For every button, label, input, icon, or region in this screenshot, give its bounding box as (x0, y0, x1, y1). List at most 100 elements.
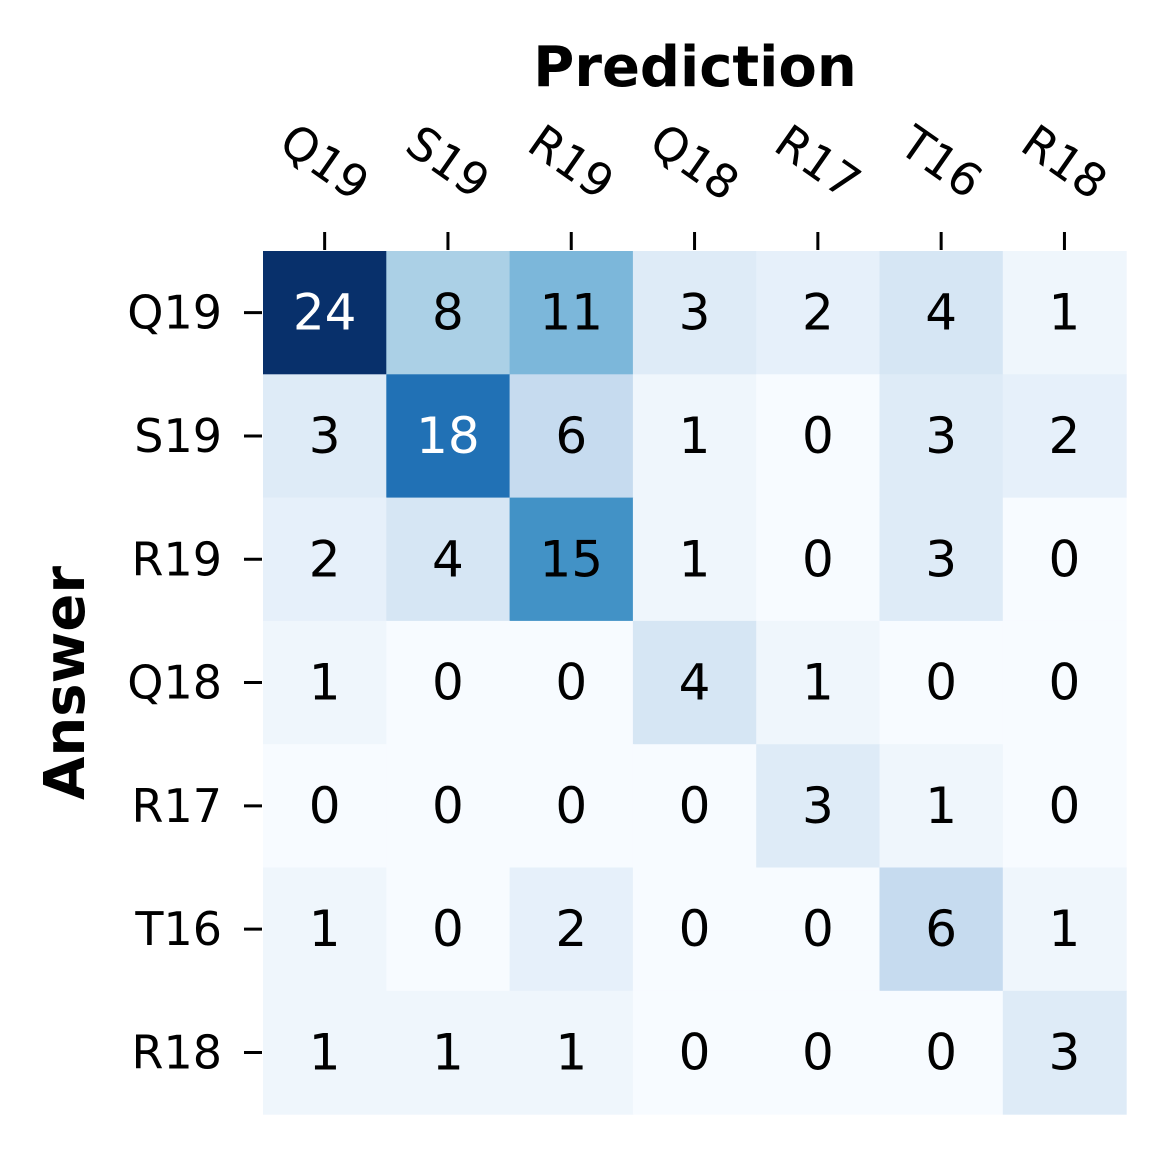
heatmap-cell-r18-t16 (879, 990, 1004, 1115)
heatmap-cell-r18-r18 (1002, 990, 1127, 1115)
y-tick-label-t16: T16 (134, 902, 222, 956)
cell-value-q19-q19: 24 (293, 284, 357, 342)
cell-value-q19-q18: 3 (679, 284, 711, 342)
x-tick-label-r19: R19 (519, 114, 624, 210)
heatmap-cell-r19-q19 (263, 497, 387, 622)
heatmap-cell-s19-r17 (756, 374, 881, 499)
cell-value-t16-r17: 0 (802, 900, 834, 958)
x-axis-title: Prediction (533, 35, 856, 100)
heatmap-cells (263, 251, 1127, 1115)
cell-value-q18-s19: 0 (432, 654, 464, 712)
heatmap-cell-q18-r17 (756, 620, 881, 745)
cell-value-r17-t16: 1 (925, 777, 957, 835)
heatmap-cell-q18-r18 (1002, 620, 1127, 745)
cell-value-q19-s19: 8 (432, 284, 464, 342)
heatmap-cell-r17-s19 (386, 744, 511, 869)
cell-value-t16-r19: 2 (555, 900, 587, 958)
heatmap-cell-q18-q18 (632, 620, 757, 745)
heatmap-cell-t16-s19 (386, 867, 511, 992)
heatmap-cell-r19-r19 (509, 497, 634, 622)
cell-value-r19-r19: 15 (539, 530, 603, 588)
heatmap-cell-t16-t16 (879, 867, 1004, 992)
heatmap-cell-s19-r19 (509, 374, 634, 499)
heatmap-cell-q19-r17 (756, 251, 881, 375)
x-axis-ticks: Q19 S19 R19 Q18 R17 T16 R18 (270, 113, 1117, 250)
cell-value-r18-q19: 1 (309, 1023, 341, 1081)
cell-value-q18-r18: 0 (1049, 654, 1081, 712)
heatmap-cell-q19-s19 (386, 251, 511, 375)
cell-value-r19-s19: 4 (432, 530, 464, 588)
heatmap-cell-r19-q18 (632, 497, 757, 622)
cell-value-t16-q18: 0 (679, 900, 711, 958)
heatmap-cell-s19-t16 (879, 374, 1004, 499)
cell-value-s19-t16: 3 (925, 407, 957, 465)
cell-value-labels: 24 8 11 3 2 4 13 18 6 1 0 3 22 4 15 1 0 3 01 0 0 4 1 0 00 0 0 0 3 1 01… (293, 284, 1081, 1082)
heatmap-cell-t16-q18 (632, 867, 757, 992)
y-tick-label-r18: R18 (132, 1025, 223, 1079)
heatmap-cell-r17-q18 (632, 744, 757, 869)
cell-value-r18-r19: 1 (555, 1023, 587, 1081)
cell-value-s19-s19: 18 (416, 407, 480, 465)
cell-value-r17-s19: 0 (432, 777, 464, 835)
x-tick-label-r17: R17 (765, 114, 870, 210)
cell-value-r17-q18: 0 (679, 777, 711, 835)
heatmap-cell-r18-r17 (756, 990, 881, 1115)
cell-value-q19-r17: 2 (802, 284, 834, 342)
cell-value-r19-r17: 0 (802, 530, 834, 588)
x-tick-label-s19: S19 (397, 115, 500, 210)
heatmap-cell-q18-t16 (879, 620, 1004, 745)
cell-value-q18-q19: 1 (309, 654, 341, 712)
cell-value-s19-r18: 2 (1049, 407, 1081, 465)
heatmap-cell-r18-r19 (509, 990, 634, 1115)
cell-value-r17-r19: 0 (555, 777, 587, 835)
cell-value-t16-r18: 1 (1049, 900, 1081, 958)
heatmap-cell-q19-q18 (632, 251, 757, 375)
heatmap-cell-q19-t16 (879, 251, 1004, 375)
heatmap-cell-t16-r18 (1002, 867, 1127, 992)
heatmap-cell-r19-t16 (879, 497, 1004, 622)
y-tick-label-q18: Q18 (127, 656, 222, 710)
cell-value-q19-t16: 4 (925, 284, 957, 342)
cell-value-s19-r17: 0 (802, 407, 834, 465)
cell-value-r19-q19: 2 (309, 530, 341, 588)
x-tick-label-q18: Q18 (640, 113, 749, 212)
heatmap-cell-t16-r17 (756, 867, 881, 992)
cell-value-s19-q19: 3 (309, 407, 341, 465)
heatmap-cell-q19-q19 (263, 251, 387, 375)
cell-value-r19-q18: 1 (679, 530, 711, 588)
cell-value-r19-t16: 3 (925, 530, 957, 588)
cell-value-r17-q19: 0 (309, 777, 341, 835)
heatmap-cell-q18-q19 (263, 620, 387, 745)
heatmap-cell-r18-q19 (263, 990, 387, 1115)
heatmap-cell-t16-q19 (263, 867, 387, 992)
cell-value-q18-r19: 0 (555, 654, 587, 712)
y-axis-title: Answer (33, 566, 98, 800)
cell-value-t16-q19: 1 (309, 900, 341, 958)
x-tick-label-r18: R18 (1012, 114, 1117, 210)
heatmap-cell-q19-r18 (1002, 251, 1127, 375)
heatmap-cell-r17-r18 (1002, 744, 1127, 869)
y-tick-label-r17: R17 (132, 779, 223, 833)
heatmap-cell-r17-r17 (756, 744, 881, 869)
cell-value-r18-t16: 0 (925, 1023, 957, 1081)
heatmap-cell-s19-r18 (1002, 374, 1127, 499)
heatmap-cell-r19-s19 (386, 497, 511, 622)
cell-value-t16-t16: 6 (925, 900, 957, 958)
cell-value-q19-r19: 11 (539, 284, 603, 342)
cell-value-q18-t16: 0 (925, 654, 957, 712)
y-axis-ticks: Q19 S19 R19 Q18 R17 T16 R18 (127, 286, 262, 1079)
cell-value-t16-s19: 0 (432, 900, 464, 958)
cell-value-s19-r19: 6 (555, 407, 587, 465)
heatmap-cell-r17-t16 (879, 744, 1004, 869)
cell-value-q18-q18: 4 (679, 654, 711, 712)
heatmap-cell-q19-r19 (509, 251, 634, 375)
cell-value-q18-r17: 1 (802, 654, 834, 712)
cell-value-r18-q18: 0 (679, 1023, 711, 1081)
heatmap-cell-r18-q18 (632, 990, 757, 1115)
cell-value-r18-r17: 0 (802, 1023, 834, 1081)
y-tick-label-r19: R19 (132, 532, 223, 586)
x-tick-label-q19: Q19 (270, 113, 379, 212)
heatmap-cell-q18-s19 (386, 620, 511, 745)
heatmap-cell-r17-q19 (263, 744, 387, 869)
heatmap-cell-s19-s19 (386, 374, 511, 499)
